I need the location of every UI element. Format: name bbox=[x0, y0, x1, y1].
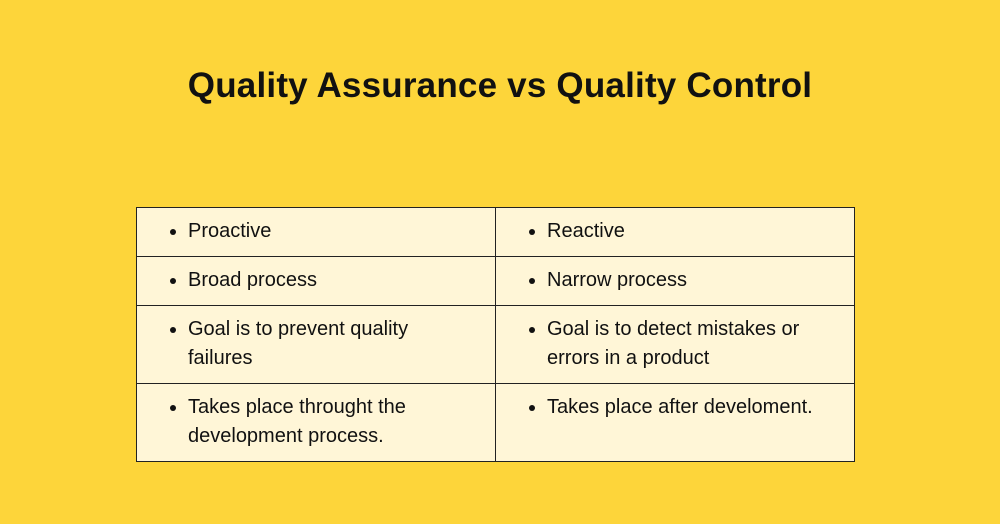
qa-cell: Broad process bbox=[136, 256, 496, 306]
list-item: Goal is to detect mistakes or errors in … bbox=[547, 315, 834, 373]
list-item: Proactive bbox=[188, 217, 475, 246]
qa-cell: Proactive bbox=[136, 207, 496, 257]
page-title: Quality Assurance vs Quality Control bbox=[187, 66, 813, 105]
table-row: Broad process Narrow process bbox=[136, 256, 855, 306]
list-item: Narrow process bbox=[547, 266, 834, 295]
qc-cell: Takes place after develoment. bbox=[495, 383, 855, 462]
table-row: Takes place throught the development pro… bbox=[136, 383, 855, 462]
list-item: Broad process bbox=[188, 266, 475, 295]
list-item: Takes place after develoment. bbox=[547, 393, 834, 422]
list-item: Goal is to prevent quality failures bbox=[188, 315, 475, 373]
list-item: Reactive bbox=[547, 217, 834, 246]
qa-cell: Takes place throught the development pro… bbox=[136, 383, 496, 462]
qc-cell: Goal is to detect mistakes or errors in … bbox=[495, 305, 855, 384]
qc-cell: Reactive bbox=[495, 207, 855, 257]
qc-cell: Narrow process bbox=[495, 256, 855, 306]
comparison-table: Proactive Reactive Broad process Narrow … bbox=[136, 207, 855, 462]
list-item: Takes place throught the development pro… bbox=[188, 393, 475, 451]
qa-cell: Goal is to prevent quality failures bbox=[136, 305, 496, 384]
table-row: Goal is to prevent quality failures Goal… bbox=[136, 305, 855, 384]
table-row: Proactive Reactive bbox=[136, 207, 855, 257]
